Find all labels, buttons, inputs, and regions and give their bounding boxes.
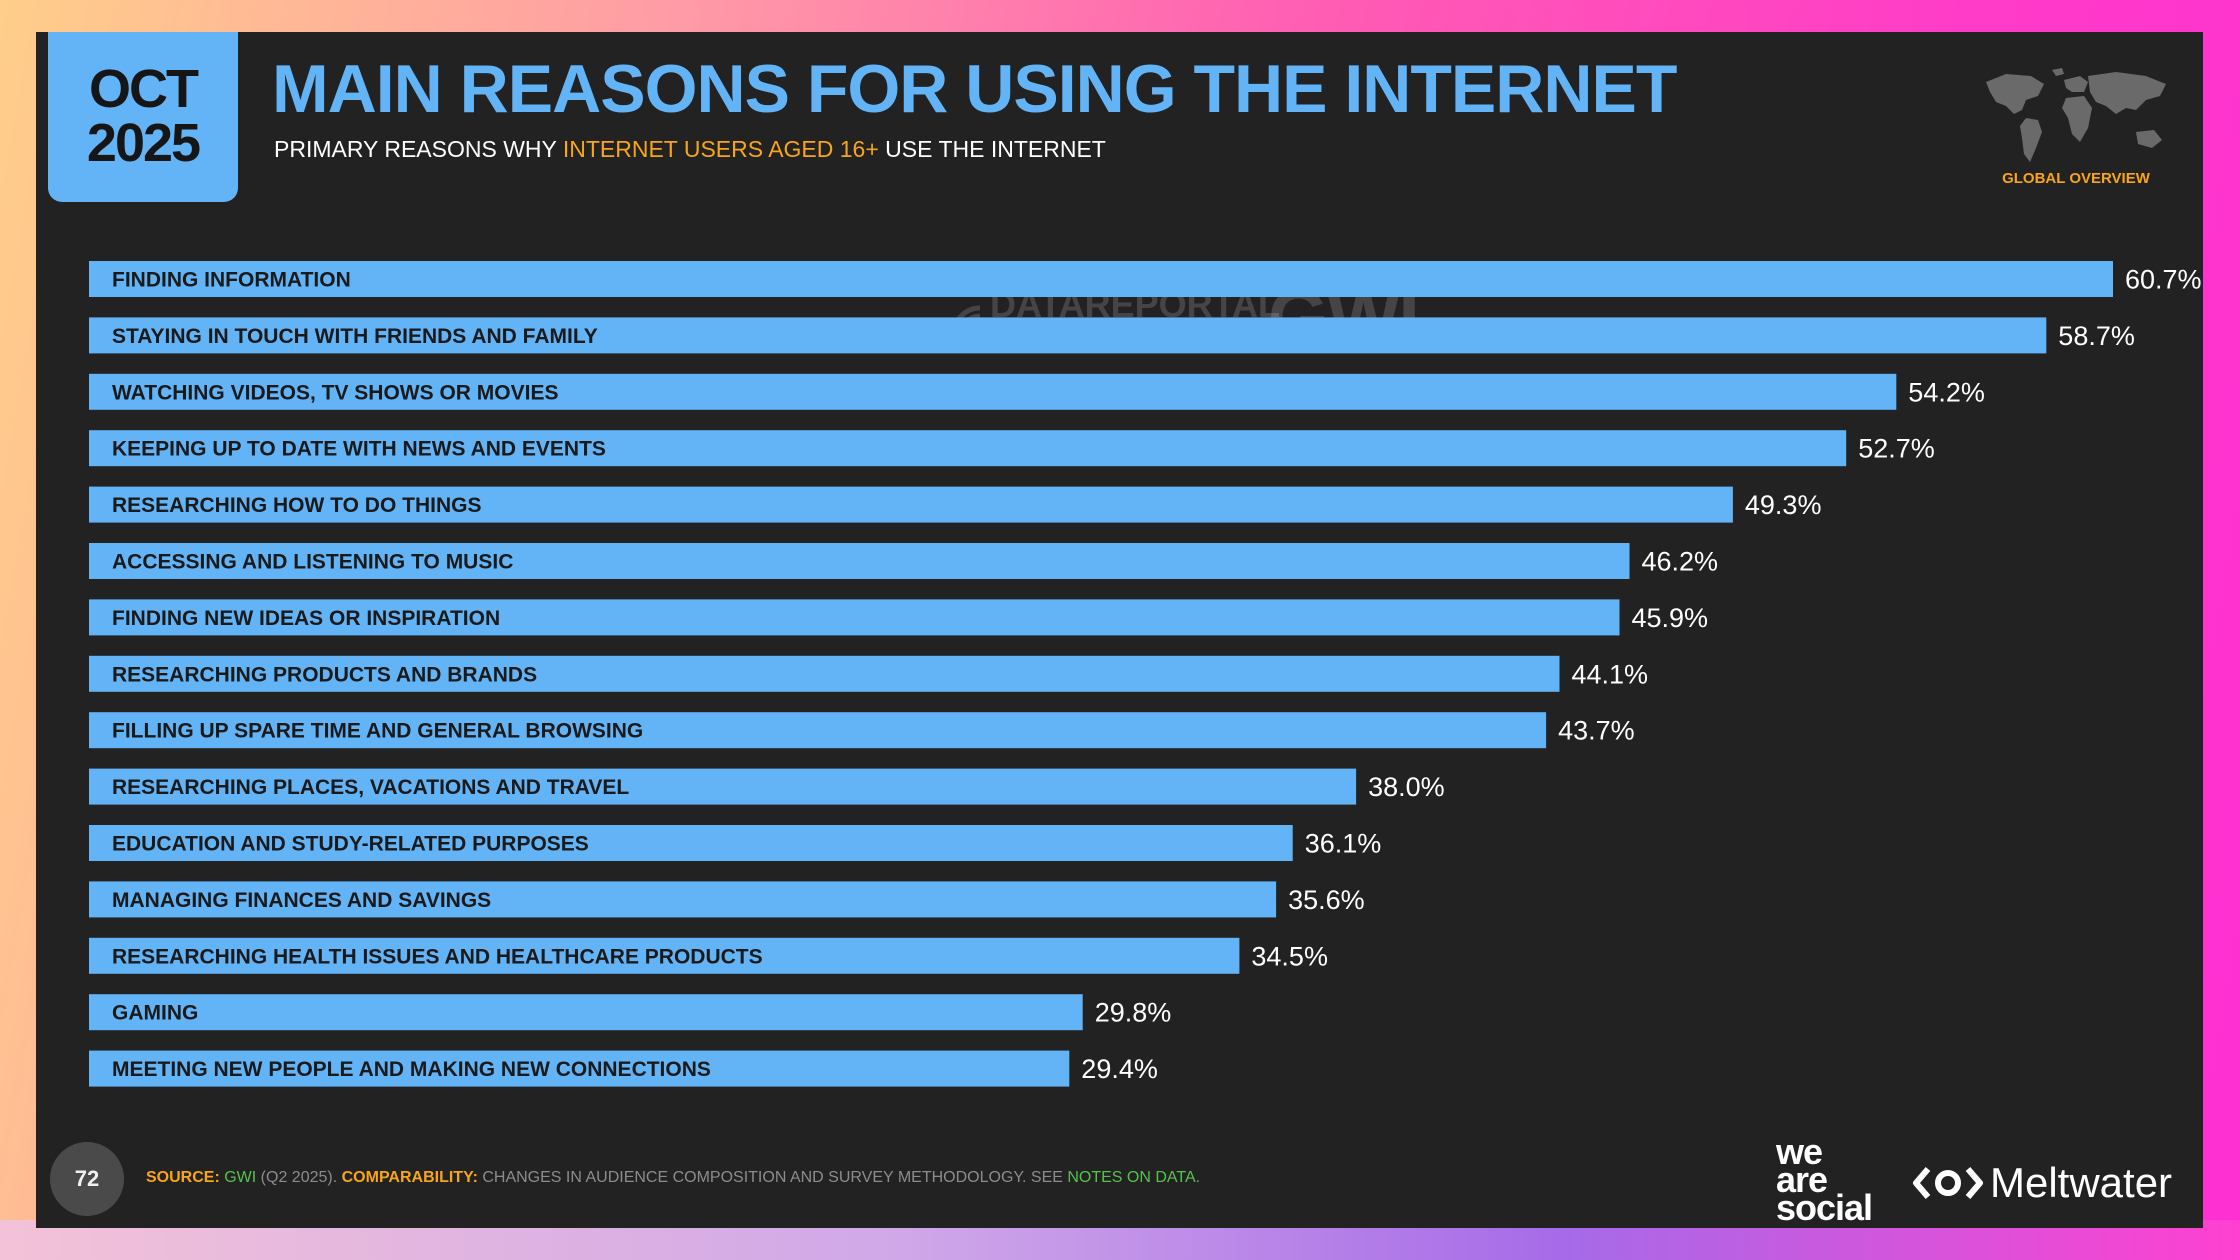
bar-value-label: 45.9% (1632, 603, 1709, 633)
comparability-text: CHANGES IN AUDIENCE COMPOSITION AND SURV… (477, 1169, 1068, 1186)
bar-value-label: 35.6% (1288, 885, 1365, 915)
notes-on-data-link[interactable]: NOTES ON DATA (1067, 1169, 1196, 1186)
bar (89, 430, 1847, 467)
bar-group: STAYING IN TOUCH WITH FRIENDS AND FAMILY… (89, 317, 2135, 354)
bar (89, 994, 1083, 1031)
bar-category-label: ACCESSING AND LISTENING TO MUSIC (112, 551, 513, 574)
bar-category-label: KEEPING UP TO DATE WITH NEWS AND EVENTS (112, 438, 606, 461)
bar-value-label: 54.2% (1908, 377, 1985, 407)
bar-category-label: MEETING NEW PEOPLE AND MAKING NEW CONNEC… (112, 1058, 711, 1081)
bar-group: EDUCATION AND STUDY-RELATED PURPOSES 36.1… (89, 825, 1381, 861)
bar (89, 1050, 1070, 1087)
meltwater-logo: Meltwater (1912, 1158, 2172, 1208)
bar-value-label: 49.3% (1745, 490, 1822, 520)
bar-group: KEEPING UP TO DATE WITH NEWS AND EVENTS 5… (89, 430, 1935, 467)
bar (89, 373, 1897, 410)
bar-group: MEETING NEW PEOPLE AND MAKING NEW CONNEC… (89, 1050, 1158, 1087)
subtitle-highlight: INTERNET USERS AGED 16+ (562, 136, 879, 162)
date-month: OCT (89, 59, 199, 119)
bar-group: ACCESSING AND LISTENING TO MUSIC 46.2% (89, 543, 1718, 579)
bar-group: RESEARCHING HEALTH ISSUES AND HEALTHCARE… (89, 937, 1328, 974)
bar-value-label: 44.1% (1572, 659, 1649, 689)
bar (89, 937, 1240, 974)
bar-value-label: 29.8% (1095, 998, 1172, 1028)
bar-category-label: EDUCATION AND STUDY-RELATED PURPOSES (112, 833, 589, 856)
page-title: MAIN REASONS FOR USING THE INTERNET (272, 51, 1677, 127)
logo-are: are (1776, 1159, 1828, 1200)
bar-category-label: FILLING UP SPARE TIME AND GENERAL BROWSI… (112, 720, 643, 743)
meltwater-wordmark: Meltwater (1990, 1159, 2173, 1206)
bar (89, 768, 1357, 805)
bar-category-label: WATCHING VIDEOS, TV SHOWS OR MOVIES (112, 381, 558, 404)
bar-group: FILLING UP SPARE TIME AND GENERAL BROWSI… (89, 712, 1635, 749)
bar-value-label: 34.5% (1251, 941, 1328, 971)
bar-value-label: 46.2% (1642, 547, 1719, 577)
bar-value-label: 52.7% (1858, 434, 1935, 464)
bar-category-label: STAYING IN TOUCH WITH FRIENDS AND FAMILY (112, 325, 598, 348)
bar-category-label: GAMING (112, 1002, 198, 1025)
bar (89, 825, 1293, 861)
bar-chart: FINDING INFORMATION 60.7% STAYING IN TOUCH… (89, 261, 2202, 1087)
logo-we: we (1776, 1131, 1823, 1172)
bar (89, 261, 2113, 297)
page-number: 72 (50, 1142, 124, 1216)
bar-group: FINDING NEW IDEAS OR INSPIRATION 45.9% (89, 599, 1709, 636)
bar (89, 543, 1630, 579)
bar-group: FINDING INFORMATION 60.7% (89, 261, 2202, 297)
bar-category-label: FINDING NEW IDEAS OR INSPIRATION (112, 607, 500, 630)
date-year: 2025 (86, 113, 201, 173)
bar (89, 486, 1733, 523)
source-detail: (Q2 2025). (256, 1169, 342, 1186)
bar (89, 599, 1620, 636)
bar-group: MANAGING FINANCES AND SAVINGS 35.6% (89, 881, 1365, 918)
bar-category-label: RESEARCHING HEALTH ISSUES AND HEALTHCARE… (112, 945, 763, 968)
meltwater-icon (1913, 1167, 1983, 1199)
bar (89, 317, 2047, 354)
bar-value-label: 60.7% (2125, 265, 2202, 295)
comparability-label: COMPARABILITY: (341, 1169, 478, 1186)
bar-category-label: RESEARCHING HOW TO DO THINGS (112, 494, 481, 517)
bar-value-label: 38.0% (1368, 772, 1445, 802)
bar-group: GAMING 29.8% (89, 994, 1172, 1031)
bar-value-label: 36.1% (1305, 829, 1382, 859)
bar (89, 881, 1277, 918)
bar-value-label: 58.7% (2058, 321, 2135, 351)
page-subtitle: PRIMARY REASONS WHY INTERNET USERS AGED … (274, 136, 1106, 163)
source-end: . (1195, 1169, 1201, 1186)
slide: OCT 2025 MAIN REASONS FOR USING THE INTE… (36, 32, 2203, 1228)
logo-social: social (1776, 1187, 1873, 1228)
bar-category-label: FINDING INFORMATION (112, 269, 351, 292)
bar-category-label: RESEARCHING PRODUCTS AND BRANDS (112, 663, 537, 686)
source-note: SOURCE: GWI (Q2 2025). COMPARABILITY: CH… (146, 1169, 1200, 1187)
bar-group: WATCHING VIDEOS, TV SHOWS OR MOVIES 54.2% (89, 373, 1985, 410)
bar-value-label: 29.4% (1081, 1054, 1158, 1084)
bar (89, 655, 1560, 692)
bar-group: RESEARCHING HOW TO DO THINGS 49.3% (89, 486, 1822, 523)
bar-group: RESEARCHING PRODUCTS AND BRANDS 44.1% (89, 655, 1649, 692)
source-name: GWI (224, 1169, 257, 1186)
we-are-social-logo: we are social (1776, 1131, 1873, 1228)
bar-group: RESEARCHING PLACES, VACATIONS AND TRAVEL… (89, 768, 1445, 805)
subtitle-pre: PRIMARY REASONS WHY (274, 136, 563, 162)
bar-value-label: 43.7% (1558, 716, 1635, 746)
global-overview-label: GLOBAL OVERVIEW (2002, 170, 2150, 187)
source-label: SOURCE: (146, 1169, 220, 1186)
bar (89, 712, 1547, 749)
world-map-icon (1976, 62, 2176, 182)
date-badge: OCT 2025 (48, 32, 238, 202)
subtitle-post: USE THE INTERNET (878, 136, 1106, 162)
bar-category-label: MANAGING FINANCES AND SAVINGS (112, 889, 491, 912)
bar-category-label: RESEARCHING PLACES, VACATIONS AND TRAVEL (112, 776, 629, 799)
